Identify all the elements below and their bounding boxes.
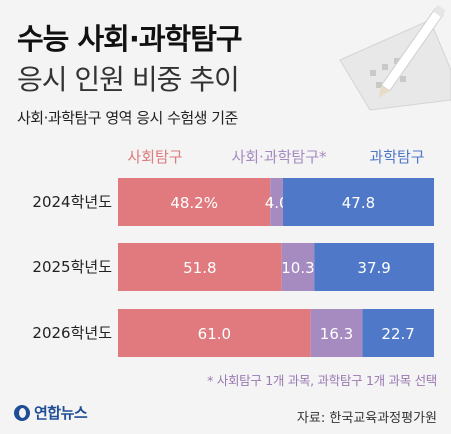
category-label: 2026학년도 — [32, 324, 112, 342]
category-label: 2024학년도 — [32, 193, 112, 211]
bar-segment-social — [118, 309, 311, 357]
bar-segment-mixed — [310, 309, 363, 357]
bar-segment-science — [362, 309, 434, 357]
page-title: 수능 사회·과학탐구 — [17, 22, 243, 56]
logo-text: 연합뉴스 — [34, 404, 88, 422]
legend-item-social: 사회탐구 — [127, 148, 182, 166]
legend-item-science: 과학탐구 — [369, 148, 424, 166]
bar-segment-science — [314, 243, 434, 291]
bar-segment-science — [282, 178, 434, 226]
bar-segment-mixed — [270, 178, 283, 226]
footnote: * 사회탐구 1개 과목, 과학탐구 1개 과목 선택 — [207, 373, 437, 388]
data-label-social: 48.2% — [170, 194, 218, 212]
bar-segment-social — [118, 178, 271, 226]
bars: 2024학년도 48.2% 4.0 47.8 2025학년도 51.8 10.3 37.9 20… — [32, 178, 434, 357]
source-note: 자료: 한국교육과정평가원 — [296, 411, 437, 426]
chart-subtitle: 사회·과학탐구 영역 응시 수험생 기준 — [17, 109, 238, 127]
logo-mark-icon — [14, 404, 30, 421]
legend-item-mixed: 사회·과학탐구* — [231, 148, 327, 166]
data-label-mixed: 16.3 — [320, 325, 353, 343]
data-label-science: 22.7 — [381, 325, 414, 343]
page-title-sub: 응시 인원 비중 추이 — [17, 63, 240, 96]
data-label-science: 47.8 — [342, 194, 375, 212]
data-label-science: 37.9 — [357, 259, 390, 277]
data-label-social: 61.0 — [198, 325, 231, 343]
bar-segment-mixed — [281, 243, 315, 291]
legend: 사회탐구 사회·과학탐구* 과학탐구 — [127, 148, 424, 166]
pencil-paper-decoration — [339, 4, 451, 111]
category-label: 2025학년도 — [32, 258, 112, 276]
data-label-mixed: 10.3 — [281, 259, 314, 277]
bar-segment-social — [118, 243, 282, 291]
publisher-logo: 연합뉴스 — [14, 402, 88, 423]
stacked-bar-chart: 사회탐구 사회·과학탐구* 과학탐구 2024학년도 48.2% 4.0 47.820… — [32, 148, 434, 357]
data-label-mixed: 4.0 — [265, 194, 289, 212]
data-label-social: 51.8 — [183, 259, 216, 277]
